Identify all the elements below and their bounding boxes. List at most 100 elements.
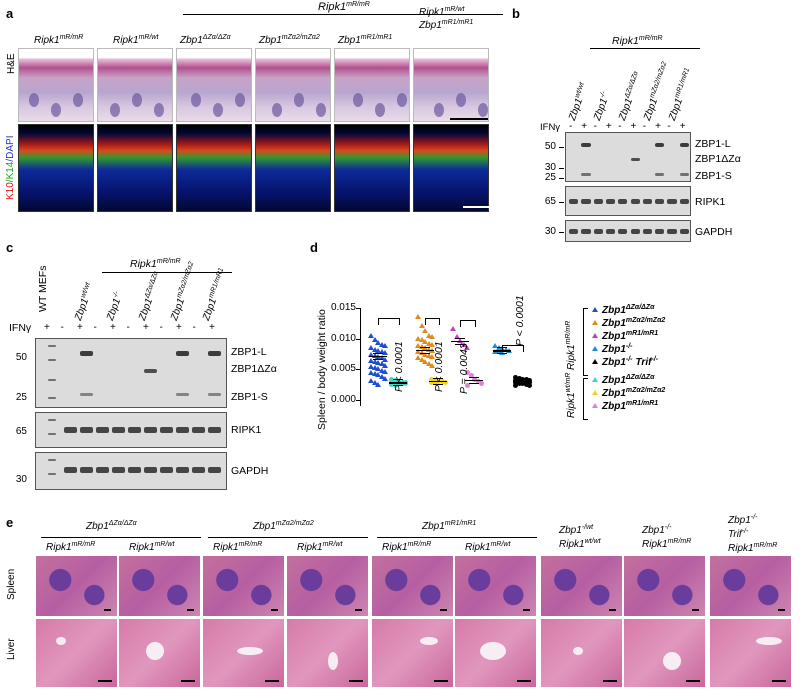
blot-band [667,199,677,204]
e-extra-l1-2-main: Zbp1 [728,515,751,526]
legend-entry-wt-2: Zbp1mR1/mR1 [602,400,658,412]
he-image [334,48,410,122]
if-image [334,124,410,212]
sem-bar [393,379,403,381]
data-point [371,352,378,358]
he-follicle [73,93,83,107]
legend-entry-2: Zbp1mR1/mR1 [602,330,658,342]
blot-band [581,173,591,176]
data-point [422,345,428,351]
sem-bar [393,385,403,387]
c-ifn-sign: + [44,322,50,333]
blot-band [581,229,591,234]
data-point [375,372,381,378]
b-lane-label-4: Zbp1mR1/mR1 [666,67,696,122]
he-follicle [29,93,39,107]
spleen-scale-bar [187,609,194,611]
data-point [422,338,428,344]
mean-bar [513,380,531,383]
if-row-label: K10/K14/DAPI [5,136,16,201]
data-point [371,371,378,377]
data-point [371,346,378,352]
ladder-band [48,345,56,347]
panel-c-marker-50: 50 [15,352,27,363]
he-follicle [110,103,120,117]
blot-band [176,393,189,396]
data-point [425,361,432,367]
data-point [479,380,484,386]
a-col-label-1: Ripk1mR/wt [113,34,158,46]
e-sub-label-0-1: Ripk1mR/wt [129,541,174,553]
e-top-label-2: Zbp1mR1/mR1 [422,520,476,532]
e-top-label-2-sup: mR1/mR1 [444,520,477,527]
k10-label: K10 [5,182,16,200]
liver-vein [663,652,681,670]
legend-group-1-sup: mR/mR [565,320,572,345]
data-point [432,380,438,386]
e-extra-l1-1-main: Zbp1 [642,525,665,536]
panel-c-wt-mefs: WT MEFs [37,265,49,312]
spleen-image [119,556,200,616]
spleen-scale-bar [523,609,530,611]
b-lane-label-1-main: Zbp1 [591,96,611,123]
data-point [368,377,374,383]
a-col-label-1-sup: mR/wt [138,34,159,41]
panel-b-header-line [590,48,700,49]
y-tick-mark [356,400,360,401]
panel-b-ripk1-blot [565,186,691,216]
legend-group-1-main: Ripk1 [566,344,577,370]
data-point [513,380,518,386]
mean-bar [369,355,387,358]
he-scale-bar [450,118,488,120]
a-col-label-5-line2-main: Zbp1 [419,20,442,31]
panel-b-marker-30-gapdh: 30 [544,226,556,237]
data-point [382,376,388,382]
ladder-band [48,359,56,361]
he-follicle [294,93,304,107]
b-ifn-sign: - [569,121,573,132]
data-point [378,349,385,355]
panel-c-ifn-label: IFNγ [9,322,32,334]
panel-b-zbp1-blot [565,132,691,182]
data-point [499,349,505,355]
legend-entry-4-main2: Trif [635,357,652,368]
b-ifn-sign: - [593,121,597,132]
panel-letter-b: b [512,6,520,21]
c-lane-label-2-sup: ΔZα/ΔZα [143,270,160,299]
blot-band [642,199,653,204]
c-lane-label-3: Zbp1mZα2/mZα2 [168,261,200,322]
data-point [464,344,470,350]
data-point [375,347,381,353]
spleen-scale-bar [104,609,111,611]
he-row-label: H&E [6,53,17,74]
he-image [97,48,173,122]
data-point [429,334,435,340]
panel-c-zbp1-blot [35,338,227,408]
data-point [418,336,425,342]
panel-b-label-ripk1: RIPK1 [695,196,726,208]
e-extra-l2-0: Ripk1wt/wt [559,538,601,550]
ladder-band [48,473,56,475]
blot-band [569,229,579,234]
comparison-bracket [502,345,524,352]
blot-band [144,467,157,473]
data-point [415,314,421,320]
data-point [368,344,374,350]
e-sub-label-0-1-main: Ripk1 [129,542,155,553]
panel-b-gapdh-blot [565,220,691,242]
e-top-label-0-main: Zbp1 [86,521,109,532]
e-extra-l1-1: Zbp1-/- [642,524,671,536]
liver-vein [146,642,164,660]
liver-vein [420,637,438,645]
blot-band [581,199,591,204]
legend-group-2-sup: wt/mR [565,372,572,393]
data-point [457,337,463,343]
a-col-label-4: Zbp1mR1/mR1 [338,34,392,46]
blot-band [655,143,665,147]
legend-entry-2-main: Zbp1 [602,331,626,342]
a-col-label-5: Ripk1mR/wt [419,6,464,18]
b-lane-label-2: Zbp1ΔZα/ΔZα [616,70,645,122]
e-sub-label-1-1: Ripk1mR/wt [297,541,342,553]
legend-marker [592,359,598,364]
sem-bar [455,337,465,339]
